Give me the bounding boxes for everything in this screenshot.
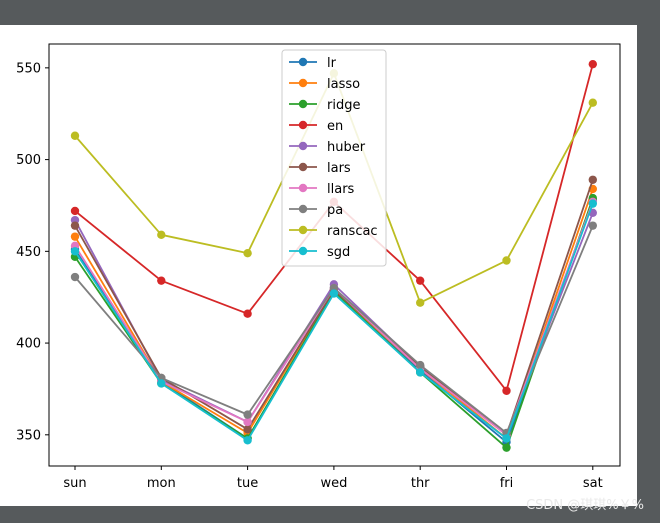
x-tick-label: thr [411, 476, 430, 491]
legend-label-ranscac: ranscac [327, 224, 378, 239]
x-tick-label: mon [147, 476, 176, 491]
data-point-en [588, 59, 597, 69]
data-point-ranscac [588, 98, 597, 107]
y-tick-label: 500 [16, 153, 41, 168]
data-point-lars [243, 425, 252, 434]
legend-label-llars: llars [327, 182, 355, 197]
data-point-ranscac [157, 230, 166, 240]
legend-label-ridge: ridge [327, 98, 360, 113]
figure: sun mon tue wed thr fri sat 350 400 450 500 550 lr la… [0, 25, 637, 506]
legend-marker-en [298, 120, 308, 130]
data-point-en [157, 276, 166, 285]
legend-marker-ridge [298, 99, 308, 109]
legend-marker-lr [298, 57, 308, 67]
data-point-ranscac [502, 256, 511, 265]
legend-label-huber: huber [327, 140, 366, 155]
data-point-lars [588, 175, 597, 184]
y-tick-label: 450 [16, 245, 41, 260]
data-point-sgd [243, 436, 252, 445]
data-point-sgd [416, 368, 425, 377]
watermark: CSDN @琪琪%￥% [526, 498, 644, 513]
data-point-en [416, 276, 425, 285]
data-point-sgd [70, 247, 80, 256]
legend-marker-sgd [298, 246, 308, 256]
x-tick-label: sun [63, 476, 86, 491]
data-point-lasso [70, 232, 80, 241]
legend-label-lasso: lasso [327, 77, 360, 92]
data-point-sgd [588, 199, 597, 208]
data-point-sgd [157, 379, 166, 388]
data-point-ranscac [70, 131, 80, 140]
line-chart: sun mon tue wed thr fri sat 350 400 450 500 550 lr la… [16, 43, 621, 491]
y-tick-label: 550 [16, 61, 41, 76]
legend-label-lr: lr [327, 56, 337, 71]
legend-marker-ranscac [298, 225, 308, 235]
data-point-pa [243, 410, 252, 419]
data-point-en [243, 309, 252, 318]
data-point-sgd [329, 289, 339, 298]
data-point-llars [243, 417, 252, 427]
data-point-pa [70, 272, 80, 282]
x-tick-label: tue [237, 476, 258, 491]
legend-marker-llars [298, 183, 308, 193]
data-point-en [502, 386, 511, 395]
legend-label-lars: lars [327, 161, 351, 176]
legend-marker-lasso [298, 78, 308, 88]
legend-marker-pa [298, 204, 308, 214]
data-point-ranscac [243, 248, 252, 258]
data-point-pa [416, 360, 425, 370]
data-point-pa [588, 221, 597, 230]
y-tick-label: 400 [16, 337, 41, 352]
legend-label-sgd: sgd [327, 245, 350, 260]
x-tick-label: fri [500, 476, 514, 491]
x-tick-label: sat [583, 476, 603, 491]
data-point-ridge [502, 443, 511, 452]
data-point-en [70, 206, 80, 216]
plot-frame [48, 43, 621, 467]
data-point-sgd [502, 434, 511, 443]
data-point-lars [70, 221, 80, 230]
legend-label-en: en [327, 119, 343, 134]
legend-marker-lars [298, 162, 308, 172]
data-point-ranscac [416, 298, 425, 307]
x-tick-label: wed [320, 476, 347, 491]
y-tick-label: 350 [16, 428, 41, 443]
legend-label-pa: pa [327, 203, 343, 218]
legend-marker-huber [298, 141, 308, 151]
